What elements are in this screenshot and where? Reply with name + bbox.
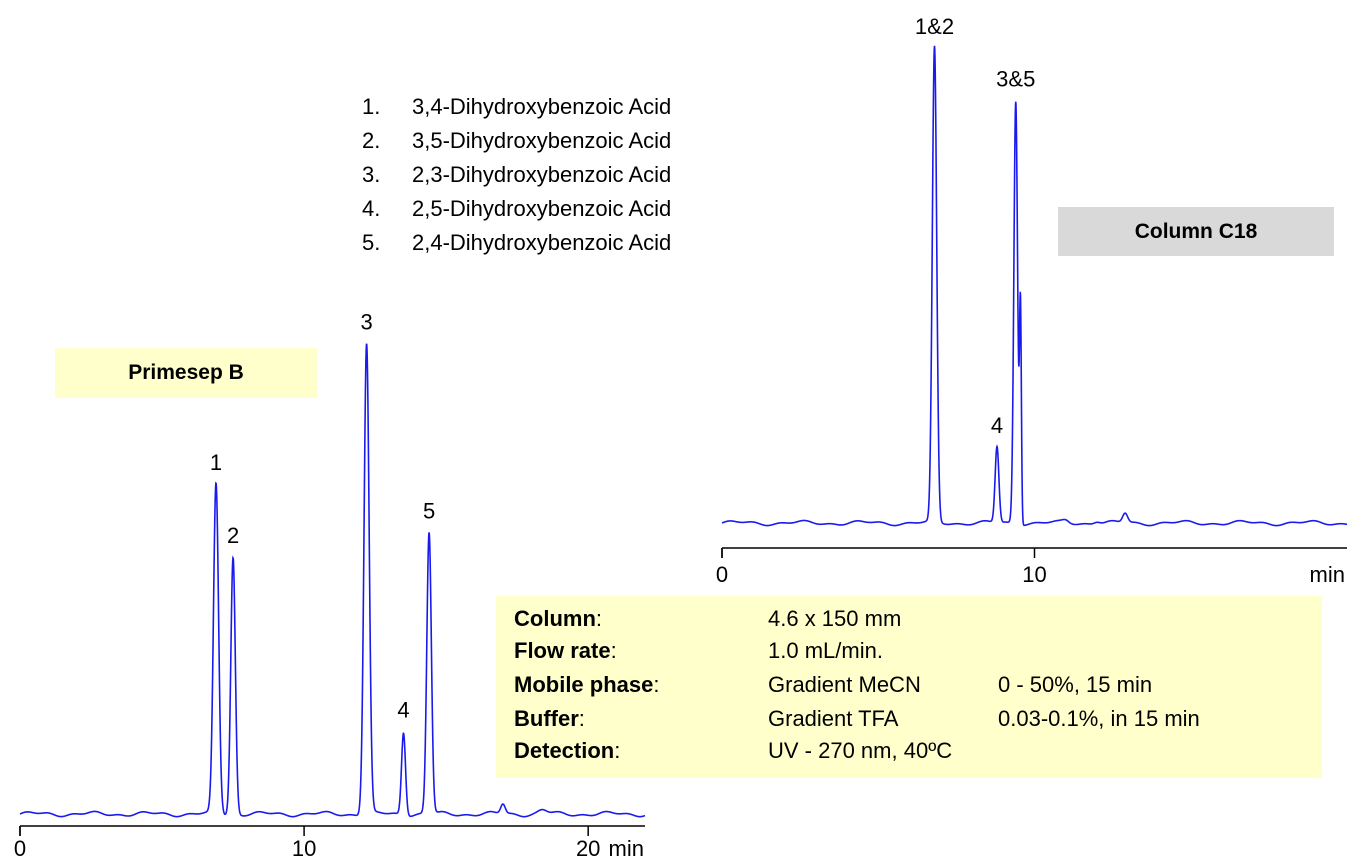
condition-row: Mobile phase: Gradient MeCN 0 - 50%, 15 …: [514, 672, 1314, 702]
compound-legend: 1. 3,4-Dihydroxybenzoic Acid 2. 3,5-Dihydr…: [362, 90, 671, 260]
condition-key: Buffer:: [514, 706, 585, 731]
c18-chromatogram: 1&2 4 3&5 0 10 min: [716, 14, 1347, 587]
legend-item: 5. 2,4-Dihydroxybenzoic Acid: [362, 226, 671, 260]
condition-key: Flow rate:: [514, 638, 617, 663]
condition-value: 1.0 mL/min.: [768, 638, 883, 663]
condition-detail: 0.03-0.1%, in 15 min: [998, 706, 1200, 731]
condition-value: Gradient TFA: [768, 706, 899, 731]
x-axis-unit: min: [1310, 562, 1345, 587]
c18-title: Column C18: [1058, 207, 1334, 256]
condition-value: 4.6 x 150 mm: [768, 606, 902, 631]
chromatogram-trace: [19, 343, 646, 818]
condition-value: UV - 270 nm, 40ºC: [768, 738, 953, 763]
legend-number: 2.: [362, 128, 381, 153]
x-tick-label: 20: [576, 836, 600, 861]
primesep-chromatogram: 1 2 3 4 5 0 10 20 min: [14, 310, 646, 861]
peak-label: 4: [991, 413, 1003, 438]
legend-item: 1. 3,4-Dihydroxybenzoic Acid: [362, 90, 671, 124]
legend-number: 4.: [362, 196, 381, 221]
legend-item: 2. 3,5-Dihydroxybenzoic Acid: [362, 124, 671, 158]
primesep-title: Primesep B: [55, 348, 317, 398]
x-tick-label: 0: [14, 836, 26, 861]
legend-compound: 3,5-Dihydroxybenzoic Acid: [412, 128, 672, 153]
peak-label: 3: [360, 310, 372, 335]
peak-label: 1: [210, 450, 222, 475]
condition-row: Flow rate: 1.0 mL/min.: [514, 638, 1314, 668]
condition-detail: 0 - 50%, 15 min: [998, 672, 1153, 697]
peak-label: 2: [227, 523, 239, 548]
condition-row: Column: 4.6 x 150 mm: [514, 606, 1314, 636]
legend-number: 5.: [362, 230, 381, 255]
legend-item: 4. 2,5-Dihydroxybenzoic Acid: [362, 192, 671, 226]
condition-row: Detection: UV - 270 nm, 40ºC: [514, 738, 1314, 768]
condition-key: Mobile phase:: [514, 672, 660, 697]
condition-row: Buffer: Gradient TFA 0.03-0.1%, in 15 mi…: [514, 706, 1314, 736]
legend-number: 1.: [362, 94, 381, 119]
legend-compound: 2,5-Dihydroxybenzoic Acid: [412, 196, 672, 221]
conditions-box: Column: 4.6 x 150 mm Flow rate: 1.0 mL/m…: [496, 596, 1322, 778]
x-tick-label: 10: [1022, 562, 1046, 587]
peak-label: 5: [423, 499, 435, 524]
chromatogram-trace: [721, 45, 1347, 527]
x-axis-unit: min: [609, 836, 644, 861]
legend-item: 3. 2,3-Dihydroxybenzoic Acid: [362, 158, 671, 192]
x-tick-label: 10: [292, 836, 316, 861]
condition-value: Gradient MeCN: [768, 672, 921, 697]
legend-compound: 3,4-Dihydroxybenzoic Acid: [412, 94, 672, 119]
legend-compound: 2,4-Dihydroxybenzoic Acid: [412, 230, 672, 255]
peak-label: 3&5: [996, 66, 1035, 91]
peak-label: 1&2: [915, 14, 954, 39]
x-tick-label: 0: [716, 562, 728, 587]
legend-compound: 2,3-Dihydroxybenzoic Acid: [412, 162, 672, 187]
condition-key: Detection:: [514, 738, 621, 763]
legend-number: 3.: [362, 162, 381, 187]
condition-key: Column:: [514, 606, 603, 631]
peak-label: 4: [397, 698, 409, 723]
